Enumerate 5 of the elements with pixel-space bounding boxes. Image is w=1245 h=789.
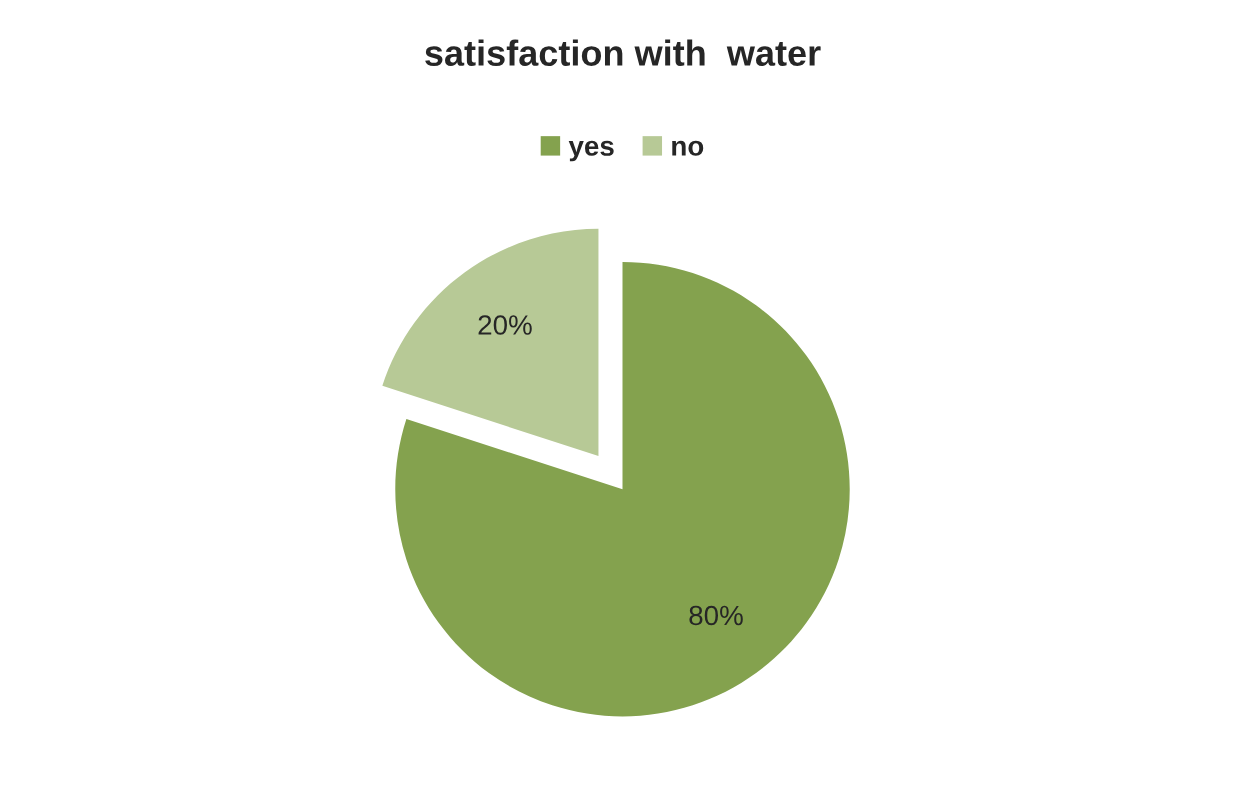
chart-title: satisfaction with water — [425, 39, 821, 66]
data-label: 80% — [689, 605, 743, 626]
data-label: 20% — [478, 315, 532, 335]
legend-label: no — [672, 140, 704, 156]
legend-label: yes — [568, 140, 614, 162]
